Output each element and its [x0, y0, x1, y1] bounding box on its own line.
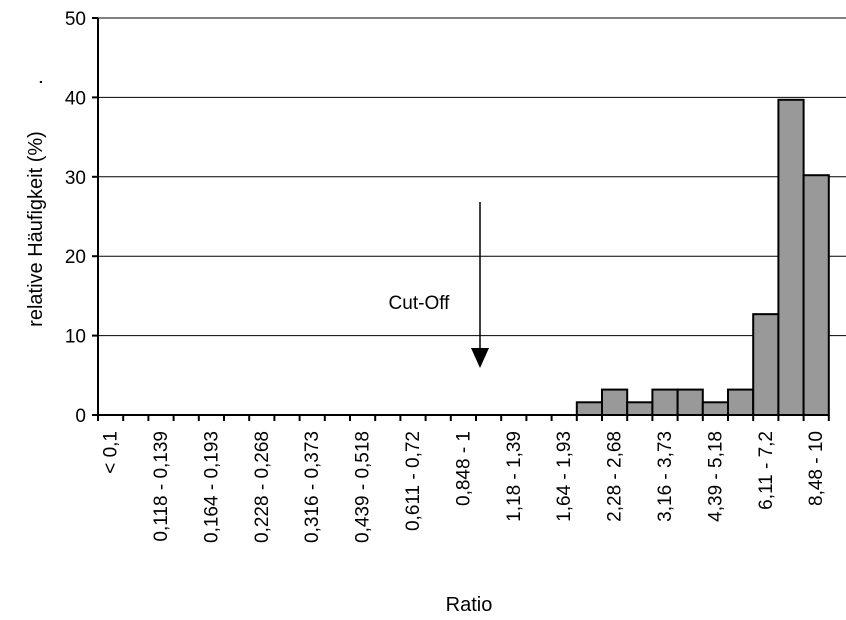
- bar: [651, 388, 679, 417]
- x-tick-label: 1,64 - 1,93: [554, 431, 575, 522]
- bars: [575, 98, 830, 417]
- bar: [802, 174, 830, 416]
- y-axis-title: relative Häufigkeit (%): [25, 131, 47, 327]
- x-tick-label: 0,164 - 0,193: [201, 431, 222, 543]
- x-tick-labels: < 0,1 0,118 - 0,139 0,164 - 0,193 0,228 - 0…: [101, 431, 828, 543]
- x-tick-label: 4,39 - 5,18: [705, 431, 726, 522]
- x-tick-label: 2,28 - 2,68: [605, 431, 626, 522]
- y-tick-label: 30: [65, 168, 86, 189]
- cut-off-label: Cut-Off: [389, 293, 451, 314]
- cut-off-arrow-head: [471, 348, 489, 368]
- x-tick-label: 1,18 - 1,39: [504, 431, 525, 522]
- x-tick-label: 0,611 - 0,72: [403, 431, 424, 531]
- x-tick-label: 6,11 - 7,2: [756, 431, 777, 510]
- x-tick-label: 0,439 - 0,518: [353, 431, 374, 543]
- x-tick-label: < 0,1: [101, 431, 122, 474]
- x-tick-label: 0,118 - 0,139: [151, 431, 172, 542]
- y-axis-title-suffix: .: [25, 79, 47, 85]
- y-tick-label: 50: [65, 9, 86, 30]
- bar: [727, 388, 755, 417]
- bar: [601, 388, 629, 417]
- bar: [701, 401, 729, 416]
- x-tick-label: 0,228 - 0,268: [252, 431, 273, 543]
- x-tick-label: 3,16 - 3,73: [655, 431, 676, 522]
- bar: [575, 401, 603, 416]
- y-tick-label: 20: [65, 247, 86, 268]
- y-tick-label: 10: [65, 327, 86, 348]
- x-axis-title: Ratio: [446, 594, 493, 616]
- y-tick-label: 0: [75, 406, 86, 427]
- cut-off-annotation: Cut-Off: [389, 202, 489, 368]
- x-tick-label: 8,48 - 10: [806, 431, 827, 506]
- bar: [676, 388, 704, 417]
- bar: [777, 98, 805, 416]
- gridlines: [98, 17, 846, 337]
- axes: [92, 17, 830, 421]
- bar: [626, 401, 654, 416]
- x-tick-label: 0,316 - 0,373: [302, 431, 323, 543]
- x-tick-label: 0,848 - 1: [453, 431, 474, 506]
- y-tick-label: 40: [65, 88, 86, 109]
- bar: [752, 313, 780, 416]
- y-tick-labels: 0 10 20 30 40 50: [65, 9, 86, 427]
